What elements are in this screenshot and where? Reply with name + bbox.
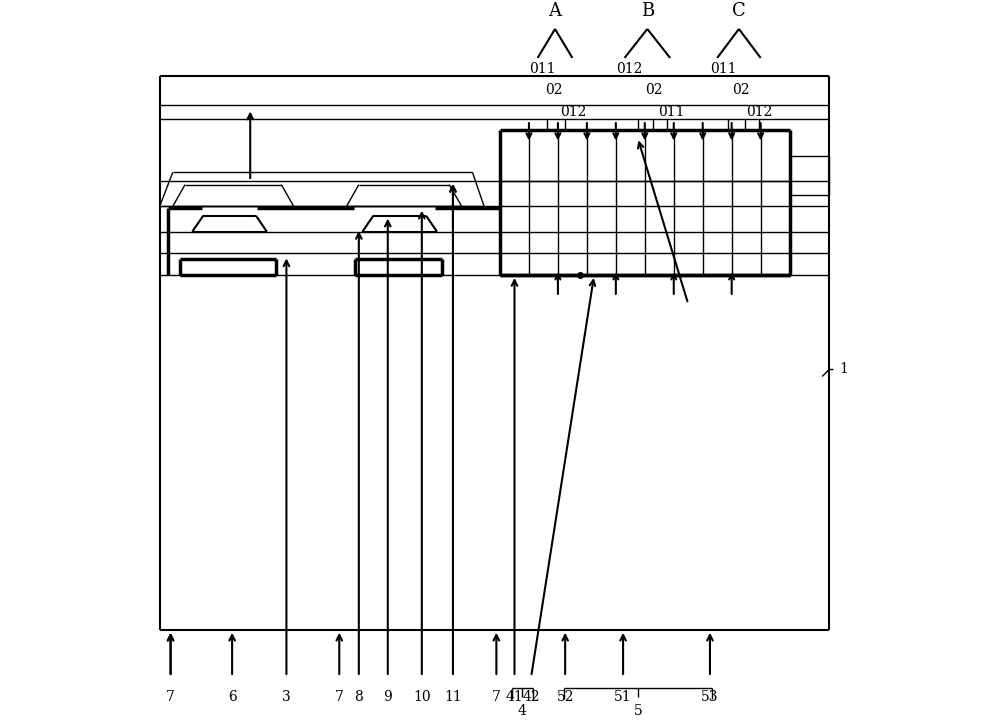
Text: 42: 42 (522, 690, 540, 704)
Text: 5: 5 (634, 704, 642, 718)
Text: 1: 1 (839, 362, 848, 376)
Text: 012: 012 (616, 62, 642, 76)
Text: B: B (641, 1, 654, 20)
Text: 7: 7 (492, 690, 501, 704)
Text: 10: 10 (413, 690, 431, 704)
Text: 8: 8 (354, 690, 363, 704)
Text: 4: 4 (518, 704, 527, 718)
Text: C: C (732, 1, 746, 20)
Text: 11: 11 (444, 690, 462, 704)
Text: 011: 011 (658, 105, 684, 119)
Text: 52: 52 (556, 690, 574, 704)
Text: 02: 02 (645, 83, 662, 98)
Text: 6: 6 (228, 690, 236, 704)
Text: 3: 3 (282, 690, 291, 704)
Text: 7: 7 (335, 690, 344, 704)
Text: 011: 011 (529, 62, 555, 76)
Text: 012: 012 (560, 105, 586, 119)
Text: 51: 51 (614, 690, 632, 704)
Text: 53: 53 (701, 690, 719, 704)
Text: 012: 012 (746, 105, 773, 119)
Text: 7: 7 (166, 690, 175, 704)
Text: 011: 011 (710, 62, 736, 76)
Text: 02: 02 (732, 83, 749, 98)
Text: 02: 02 (546, 83, 563, 98)
Text: 41: 41 (506, 690, 523, 704)
Text: 9: 9 (383, 690, 392, 704)
Text: A: A (549, 1, 562, 20)
